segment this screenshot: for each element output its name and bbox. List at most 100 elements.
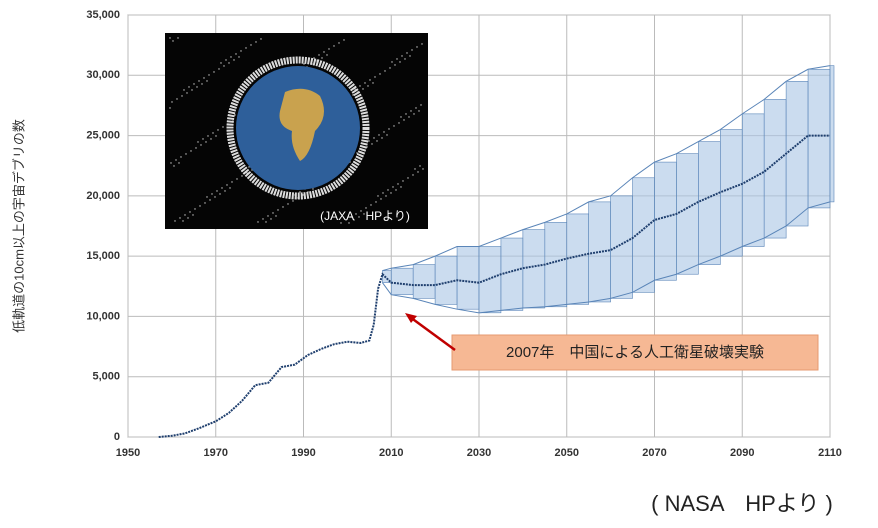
debris-dot [404, 58, 405, 59]
debris-dot [277, 209, 278, 210]
debris-dot [321, 57, 322, 58]
debris-dot [175, 159, 176, 160]
debris-dot [405, 113, 406, 114]
x-tick-label: 2070 [642, 447, 666, 459]
debris-dot [198, 80, 199, 81]
debris-dot [364, 82, 365, 83]
error-band [720, 130, 742, 257]
debris-dot [195, 147, 196, 148]
debris-dot [326, 54, 327, 55]
debris-dot [376, 140, 377, 141]
error-band [391, 268, 413, 295]
debris-dot [408, 116, 409, 117]
debris-dot [270, 218, 271, 219]
debris-dot [190, 150, 191, 151]
debris-dot [409, 55, 410, 56]
debris-dot [417, 171, 418, 172]
debris-dot [406, 52, 407, 53]
debris-dot [189, 211, 190, 212]
debris-dot [231, 181, 232, 182]
debris-dot [184, 214, 185, 215]
debris-dot [414, 168, 415, 169]
debris-dot [323, 51, 324, 52]
debris-dot [224, 190, 225, 191]
debris-dot [373, 137, 374, 138]
debris-dot [199, 205, 200, 206]
debris-dot [260, 38, 261, 39]
debris-dot [388, 128, 389, 129]
debris-dot [398, 122, 399, 123]
debris-dot [240, 50, 241, 51]
debris-dot [218, 68, 219, 69]
debris-dot [207, 135, 208, 136]
debris-dot [383, 131, 384, 132]
debris-dot [255, 41, 256, 42]
debris-dot [226, 184, 227, 185]
debris-dot [328, 48, 329, 49]
debris-dot [173, 165, 174, 166]
debris-dot [245, 47, 246, 48]
debris-dot [384, 70, 385, 71]
debris-dot [206, 80, 207, 81]
source-note: ( NASA HPより ) [651, 491, 833, 516]
y-tick-label: 20,000 [86, 190, 120, 202]
x-tick-label: 1990 [291, 447, 315, 459]
debris-dot [219, 193, 220, 194]
error-band [830, 66, 834, 202]
error-band [655, 162, 677, 280]
debris-dot [174, 220, 175, 221]
debris-dot [359, 85, 360, 86]
debris-dot [171, 101, 172, 102]
debris-dot [375, 201, 376, 202]
debris-dot [371, 143, 372, 144]
debris-dot [229, 187, 230, 188]
x-tick-label: 2010 [379, 447, 403, 459]
debris-dot [369, 79, 370, 80]
debris-dot [223, 65, 224, 66]
error-band [786, 81, 808, 226]
debris-dot [362, 88, 363, 89]
debris-dot [182, 220, 183, 221]
debris-dot [241, 175, 242, 176]
debris-dot [367, 85, 368, 86]
debris-dot [187, 217, 188, 218]
debris-dot [236, 178, 237, 179]
debris-dot [172, 40, 173, 41]
y-axis-label: 低軌道の10cm以上の宇宙デブリの数 [11, 119, 26, 333]
debris-dot [413, 113, 414, 114]
debris-dot [272, 212, 273, 213]
debris-dot [200, 144, 201, 145]
x-tick-label: 2030 [467, 447, 491, 459]
error-band [808, 69, 830, 208]
debris-dot [377, 195, 378, 196]
debris-dot [222, 126, 223, 127]
debris-dot [410, 110, 411, 111]
debris-dot [228, 62, 229, 63]
debris-dot [379, 73, 380, 74]
debris-dot [420, 104, 421, 105]
debris-dot [394, 64, 395, 65]
debris-dot [188, 86, 189, 87]
debris-dot [407, 177, 408, 178]
debris-dot [196, 86, 197, 87]
debris-dot [343, 39, 344, 40]
debris-dot [287, 203, 288, 204]
debris-dot [380, 198, 381, 199]
x-tick-label: 2090 [730, 447, 754, 459]
debris-dot [267, 215, 268, 216]
debris-dot [183, 89, 184, 90]
inset-caption: (JAXA HPより) [320, 209, 410, 223]
debris-dot [275, 215, 276, 216]
debris-dot [235, 53, 236, 54]
error-band [633, 178, 655, 293]
debris-dot [419, 165, 420, 166]
debris-dot [191, 89, 192, 90]
debris-dot [397, 183, 398, 184]
error-band [698, 142, 720, 265]
debris-dot [169, 37, 170, 38]
debris-dot [401, 55, 402, 56]
debris-dot [318, 54, 319, 55]
debris-dot [230, 56, 231, 57]
debris-dot [381, 137, 382, 138]
debris-dot [215, 135, 216, 136]
